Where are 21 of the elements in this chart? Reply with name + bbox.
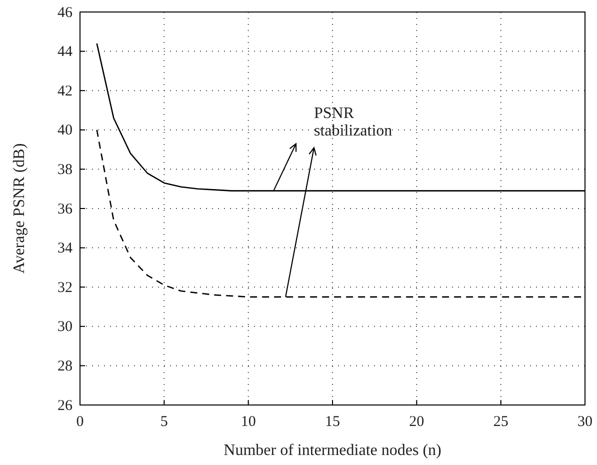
- y-axis-title: Average PSNR (dB): [11, 143, 28, 274]
- x-tick-label: 0: [76, 414, 84, 430]
- y-tick-label: 40: [58, 122, 72, 139]
- y-tick-label: 32: [58, 280, 72, 296]
- y-tick-label: 36: [58, 201, 73, 218]
- x-tick-label: 15: [325, 414, 340, 430]
- x-tick-label: 20: [409, 414, 424, 430]
- x-tick-label: 30: [578, 414, 592, 430]
- y-tick-label: 42: [58, 83, 72, 100]
- y-tick-label: 38: [58, 162, 72, 178]
- annotation: PSNR stabilization: [314, 105, 392, 140]
- y-tick-label: 28: [58, 358, 72, 374]
- y-tick-label: 30: [58, 319, 72, 336]
- y-tick-label: 34: [58, 240, 73, 257]
- x-tick-label: 5: [160, 414, 168, 430]
- y-tick-label: 44: [58, 44, 73, 60]
- x-tick-label: 25: [493, 414, 508, 430]
- x-tick-label: 10: [240, 414, 256, 430]
- y-tick-label: 26: [58, 398, 73, 414]
- y-tick-label: 46: [58, 4, 73, 21]
- x-axis-title: Number of intermediate nodes (n): [224, 442, 442, 459]
